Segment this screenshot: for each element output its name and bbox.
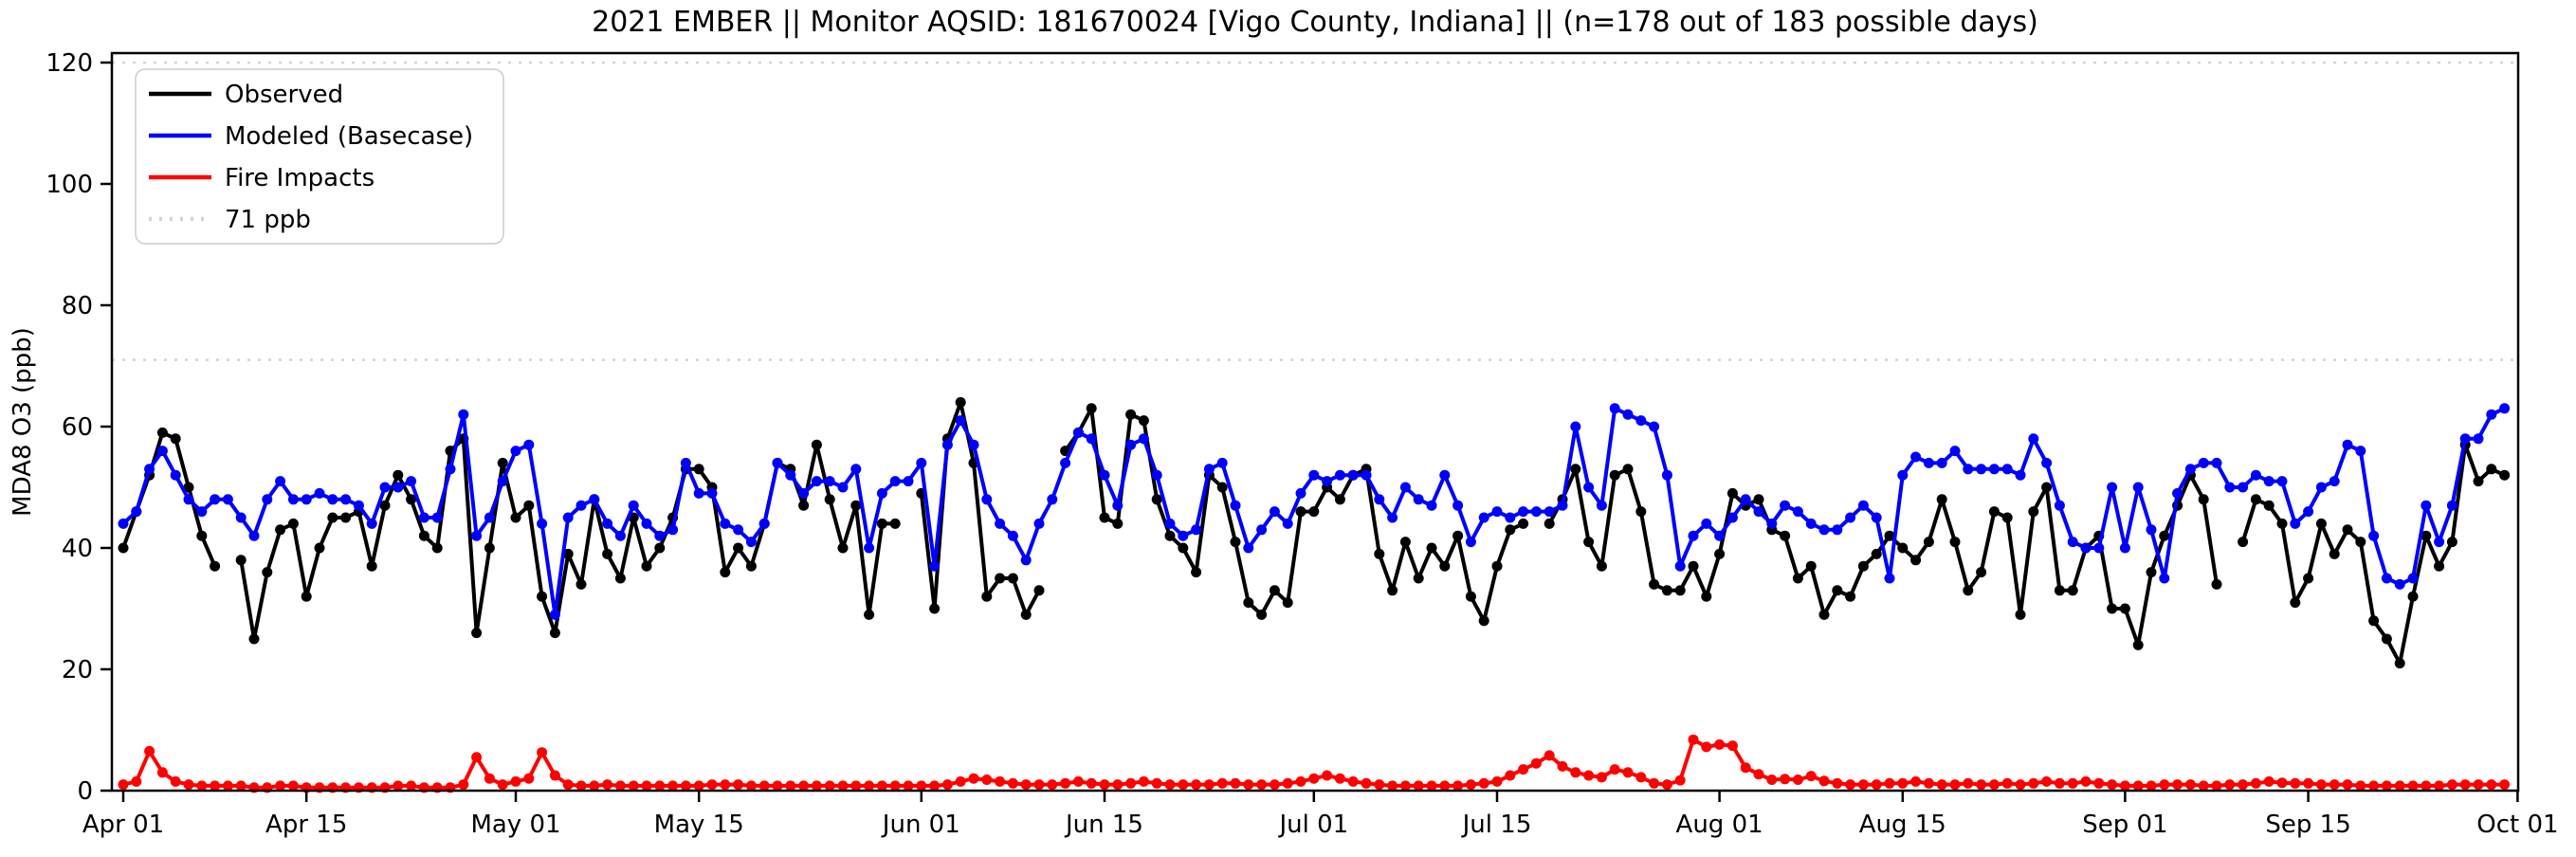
x-tick-label: Oct 01 xyxy=(2476,811,2558,839)
y-tick-label: 60 xyxy=(62,413,93,442)
x-tick-label: Jul 01 xyxy=(1277,811,1348,839)
y-axis: 0 20 40 60 80 100 120 xyxy=(46,49,112,806)
x-tick-label: Jun 15 xyxy=(1064,811,1143,839)
legend-label: Observed xyxy=(225,81,343,109)
x-axis: Apr 01 Apr 15 May 01 May 15 Jun 01 Jun 15 Jul … xyxy=(82,791,2559,839)
x-tick-label: Apr 01 xyxy=(82,811,164,839)
x-tick-label: Jun 01 xyxy=(881,811,960,839)
legend-box xyxy=(135,68,504,245)
x-tick-label: Sep 01 xyxy=(2082,811,2167,839)
y-tick-label: 40 xyxy=(62,535,93,563)
x-tick-label: Apr 15 xyxy=(265,811,347,839)
x-tick-label: Aug 15 xyxy=(1859,811,1946,839)
legend-item-observed: Observed xyxy=(149,81,343,109)
y-tick-label: 0 xyxy=(77,777,93,806)
chart-title: 2021 EMBER || Monitor AQSID: 181670024 [… xyxy=(592,6,2038,39)
y-tick-label: 80 xyxy=(62,292,93,320)
series-markers-fire-impacts xyxy=(118,734,2511,793)
x-tick-label: May 15 xyxy=(654,811,744,839)
y-axis-label: MDA8 O3 (ppb) xyxy=(9,327,37,517)
x-tick-label: Jul 15 xyxy=(1461,811,1532,839)
legend-label: Fire Impacts xyxy=(225,164,375,192)
x-tick-label: Aug 01 xyxy=(1676,811,1763,839)
legend-label: 71 ppb xyxy=(225,206,311,234)
y-tick-label: 100 xyxy=(46,171,93,199)
legend-item-71-ppb: 71 ppb xyxy=(149,206,311,234)
legend-item-fire-impacts: Fire Impacts xyxy=(149,164,375,192)
x-tick-label: May 01 xyxy=(470,811,560,839)
legend-item-modeled-basecase-: Modeled (Basecase) xyxy=(149,122,473,151)
x-tick-label: Sep 15 xyxy=(2265,811,2350,839)
legend: Observed Modeled (Basecase) Fire Impacts 71… xyxy=(135,68,504,245)
series-markers-modeled-basecase xyxy=(118,403,2511,620)
y-tick-label: 20 xyxy=(62,656,93,684)
y-tick-label: 120 xyxy=(46,49,93,78)
legend-label: Modeled (Basecase) xyxy=(225,122,473,151)
